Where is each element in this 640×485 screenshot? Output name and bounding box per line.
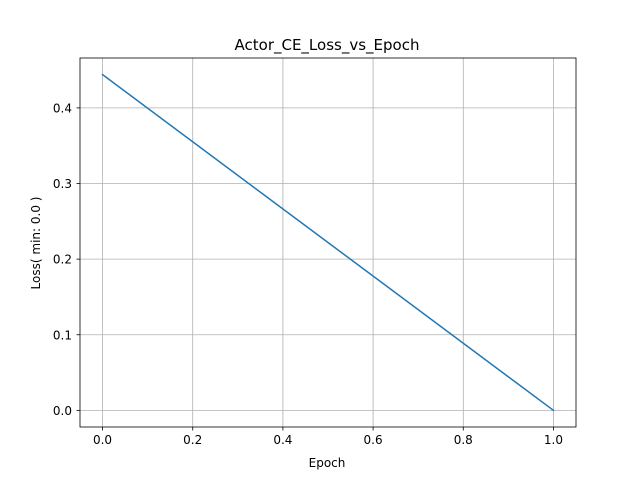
y-tick-label: 0.1: [53, 328, 72, 342]
x-tick-label: 0.4: [273, 433, 292, 447]
x-tick-label: 0.0: [93, 433, 112, 447]
x-tick-label: 0.8: [454, 433, 473, 447]
series-line: [101, 73, 555, 412]
x-tick-label: 1.0: [544, 433, 563, 447]
y-tick-label: 0.4: [53, 101, 72, 115]
series-layer: [101, 73, 555, 412]
y-tick-label: 0.2: [53, 253, 72, 267]
y-tick-label: 0.0: [53, 404, 72, 418]
y-axis-label: Loss( min: 0.0 ): [29, 197, 43, 290]
x-tick-label: 0.6: [364, 433, 383, 447]
chart-title: Actor_CE_Loss_vs_Epoch: [235, 36, 420, 55]
x-axis-label: Epoch: [309, 456, 346, 470]
grid-layer: [80, 58, 576, 427]
plot-frame: [79, 57, 577, 428]
tick-layer: 0.0 0.2 0.4 0.6 0.8 1.0 0.0 0.1 0.2 0.3 0.4: [53, 101, 563, 447]
x-tick-label: 0.2: [183, 433, 202, 447]
y-tick-label: 0.3: [53, 177, 72, 191]
